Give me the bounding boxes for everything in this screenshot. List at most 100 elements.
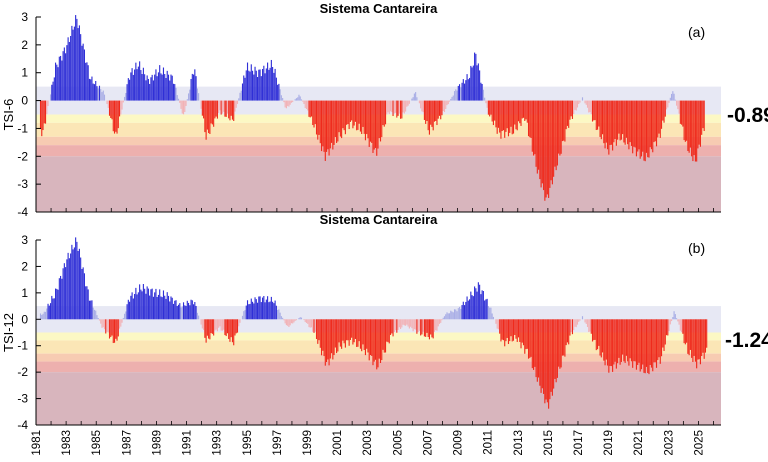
bar <box>87 289 89 320</box>
bar <box>374 319 377 360</box>
bar <box>679 319 681 331</box>
bar <box>65 267 67 320</box>
bar <box>167 74 170 101</box>
bar <box>215 319 217 330</box>
bar <box>368 319 370 361</box>
bar <box>667 100 669 108</box>
bar <box>558 319 560 367</box>
bar <box>53 77 55 101</box>
bar <box>181 100 183 114</box>
bar <box>446 100 448 106</box>
bar <box>60 275 62 320</box>
bar <box>618 100 620 134</box>
bar <box>329 319 331 359</box>
bar <box>67 37 69 101</box>
bar <box>625 100 627 138</box>
bar <box>538 319 540 378</box>
bar <box>334 319 336 348</box>
x-tick-label: 2003 <box>362 430 374 456</box>
bar <box>433 100 436 122</box>
bar <box>239 92 241 101</box>
bar <box>452 95 454 101</box>
bar <box>614 319 616 362</box>
bar <box>186 300 188 320</box>
bar <box>147 288 149 320</box>
bar <box>648 319 650 375</box>
bar <box>377 100 379 149</box>
bar <box>496 100 498 134</box>
bar <box>615 319 617 369</box>
bar <box>270 59 272 101</box>
bar <box>684 100 686 142</box>
bar <box>80 34 82 101</box>
bar <box>55 288 57 320</box>
bar <box>329 100 331 149</box>
bar <box>132 298 134 320</box>
bar <box>191 73 193 101</box>
bar <box>229 319 231 342</box>
bar <box>256 77 259 101</box>
bar <box>455 89 457 101</box>
bar <box>540 319 542 393</box>
bar <box>170 74 172 101</box>
bar <box>140 289 142 320</box>
bar <box>312 100 314 125</box>
bar <box>702 319 704 353</box>
bar <box>554 100 556 167</box>
bar <box>474 52 476 101</box>
bar <box>142 67 144 101</box>
bar <box>693 319 695 356</box>
bar <box>361 100 363 135</box>
bar <box>70 253 72 320</box>
bar <box>155 69 157 101</box>
bar <box>502 319 505 341</box>
bar <box>369 100 372 142</box>
bar <box>455 309 457 320</box>
bar <box>426 319 428 333</box>
bar <box>682 319 684 334</box>
bar <box>72 249 74 320</box>
bar <box>617 100 619 140</box>
x-tick-label: 2007 <box>422 430 434 456</box>
bar <box>46 308 48 320</box>
current-value: -0.89 <box>727 104 768 127</box>
bar <box>402 100 404 113</box>
bar <box>585 319 587 324</box>
bar <box>255 70 257 101</box>
bar <box>298 318 300 320</box>
bar <box>287 319 289 326</box>
bar <box>481 83 483 101</box>
bar <box>279 89 281 101</box>
bar <box>599 319 601 356</box>
bar <box>575 100 577 111</box>
bar <box>200 100 202 109</box>
bar <box>238 98 240 101</box>
bar <box>579 319 581 321</box>
y-tick-label: -1 <box>17 121 28 135</box>
bar <box>106 319 108 332</box>
bar <box>150 289 152 320</box>
bar <box>68 41 70 101</box>
bar <box>125 93 127 101</box>
bar <box>396 319 398 333</box>
bar <box>327 100 329 150</box>
bar <box>624 100 626 145</box>
y-tick-label: -4 <box>17 205 28 219</box>
bar <box>652 319 654 372</box>
bar <box>402 319 404 325</box>
bar <box>643 319 645 373</box>
bar <box>490 307 492 320</box>
bar <box>664 319 666 345</box>
bar <box>591 319 594 342</box>
bar <box>65 53 67 101</box>
bar <box>129 79 131 101</box>
bar <box>635 319 638 370</box>
bar <box>479 70 481 101</box>
bar <box>156 76 158 101</box>
bar <box>238 319 240 327</box>
bar <box>78 25 80 101</box>
bar <box>379 100 382 142</box>
y-tick-label: -2 <box>17 365 28 379</box>
bar <box>658 100 660 134</box>
bar <box>223 319 225 330</box>
